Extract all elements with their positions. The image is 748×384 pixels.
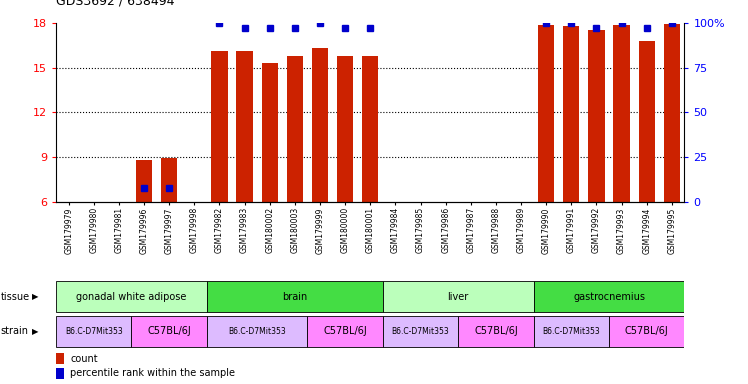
Bar	[588, 30, 604, 202]
Text: gonadal white adipose: gonadal white adipose	[76, 291, 187, 302]
Text: brain: brain	[282, 291, 307, 302]
Text: C57BL/6J: C57BL/6J	[147, 326, 191, 336]
Bar	[236, 51, 253, 202]
Text: tissue: tissue	[1, 291, 30, 302]
Bar	[639, 41, 655, 202]
Text: percentile rank within the sample: percentile rank within the sample	[70, 368, 235, 378]
Bar	[262, 63, 278, 202]
Bar	[307, 316, 383, 347]
Bar	[136, 160, 153, 202]
Bar	[56, 281, 207, 312]
Bar	[383, 316, 459, 347]
Bar	[538, 25, 554, 202]
Bar	[312, 48, 328, 202]
Bar	[533, 281, 684, 312]
Bar	[459, 316, 533, 347]
Bar	[207, 281, 383, 312]
Bar	[56, 353, 64, 364]
Bar	[383, 281, 533, 312]
Bar	[132, 316, 207, 347]
Bar	[337, 56, 353, 202]
Bar	[211, 51, 227, 202]
Text: count: count	[70, 354, 98, 364]
Bar	[56, 316, 132, 347]
Bar	[663, 24, 680, 202]
Text: gastrocnemius: gastrocnemius	[573, 291, 645, 302]
Text: liver: liver	[447, 291, 469, 302]
Bar	[56, 368, 64, 379]
Text: ▶: ▶	[32, 292, 39, 301]
Bar	[563, 26, 580, 202]
Text: B6.C-D7Mit353: B6.C-D7Mit353	[65, 327, 123, 336]
Bar	[609, 316, 684, 347]
Text: GDS3692 / 638494: GDS3692 / 638494	[56, 0, 174, 8]
Bar	[207, 316, 307, 347]
Text: C57BL/6J: C57BL/6J	[323, 326, 367, 336]
Bar	[362, 56, 378, 202]
Text: B6.C-D7Mit353: B6.C-D7Mit353	[392, 327, 450, 336]
Text: strain: strain	[1, 326, 28, 336]
Bar	[613, 25, 630, 202]
Text: B6.C-D7Mit353: B6.C-D7Mit353	[542, 327, 600, 336]
Bar	[533, 316, 609, 347]
Text: C57BL/6J: C57BL/6J	[625, 326, 669, 336]
Text: C57BL/6J: C57BL/6J	[474, 326, 518, 336]
Text: ▶: ▶	[32, 327, 39, 336]
Bar	[161, 159, 177, 202]
Text: B6.C-D7Mit353: B6.C-D7Mit353	[228, 327, 286, 336]
Bar	[286, 56, 303, 202]
